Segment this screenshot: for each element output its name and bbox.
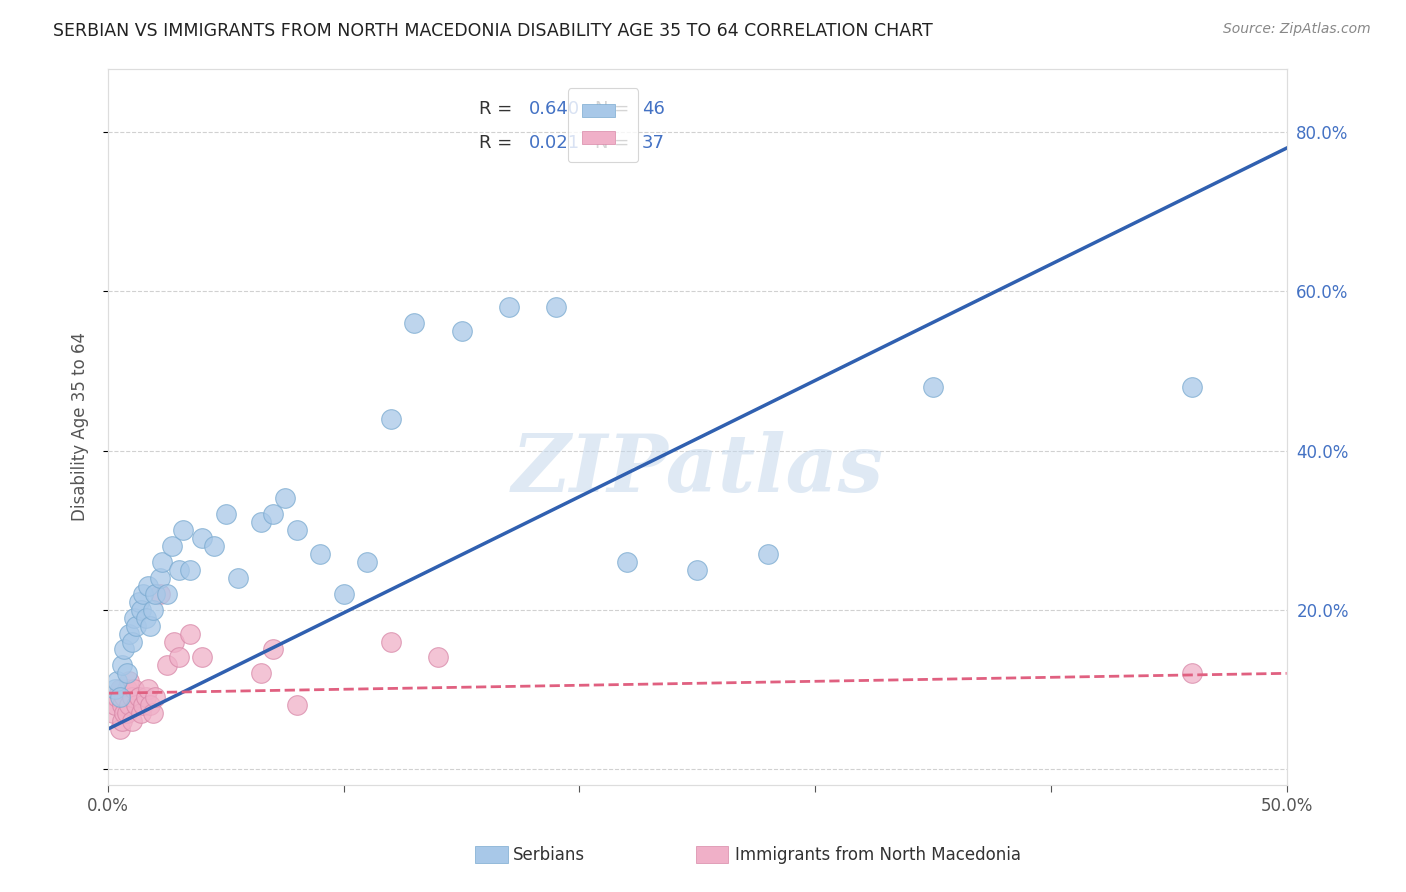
Point bbox=[191, 650, 214, 665]
Text: 46: 46 bbox=[643, 100, 665, 118]
Point bbox=[129, 602, 152, 616]
Point bbox=[427, 650, 450, 665]
Text: 0.021: 0.021 bbox=[529, 134, 579, 152]
Point bbox=[163, 634, 186, 648]
Point bbox=[118, 674, 141, 689]
Point bbox=[179, 626, 201, 640]
Point bbox=[121, 634, 143, 648]
Point bbox=[498, 300, 520, 314]
Point bbox=[332, 587, 354, 601]
Point bbox=[132, 698, 155, 713]
Point bbox=[114, 706, 136, 720]
Point bbox=[250, 515, 273, 529]
Point bbox=[135, 690, 157, 705]
Text: ZIPatlas: ZIPatlas bbox=[512, 431, 883, 508]
Point bbox=[285, 523, 308, 537]
Point bbox=[128, 595, 150, 609]
Point bbox=[274, 491, 297, 506]
Point bbox=[380, 411, 402, 425]
Text: Immigrants from North Macedonia: Immigrants from North Macedonia bbox=[735, 846, 1021, 863]
Point bbox=[111, 698, 134, 713]
Point bbox=[1181, 666, 1204, 681]
Point bbox=[108, 722, 131, 736]
Point bbox=[202, 539, 225, 553]
Text: 0.640: 0.640 bbox=[529, 100, 579, 118]
Point bbox=[121, 690, 143, 705]
Point bbox=[107, 674, 129, 689]
Point bbox=[118, 626, 141, 640]
Point bbox=[125, 618, 148, 632]
Point bbox=[262, 507, 284, 521]
Point bbox=[156, 587, 179, 601]
Text: SERBIAN VS IMMIGRANTS FROM NORTH MACEDONIA DISABILITY AGE 35 TO 64 CORRELATION C: SERBIAN VS IMMIGRANTS FROM NORTH MACEDON… bbox=[53, 22, 934, 40]
Point bbox=[191, 531, 214, 545]
Point bbox=[215, 507, 238, 521]
Point bbox=[149, 571, 172, 585]
Point bbox=[128, 690, 150, 705]
Point bbox=[125, 698, 148, 713]
Point bbox=[150, 555, 173, 569]
Point bbox=[262, 642, 284, 657]
Point bbox=[108, 690, 131, 705]
Point bbox=[544, 300, 567, 314]
Point bbox=[121, 714, 143, 728]
Point bbox=[122, 610, 145, 624]
Point bbox=[139, 698, 162, 713]
Point bbox=[111, 658, 134, 673]
Point bbox=[114, 690, 136, 705]
Point bbox=[450, 324, 472, 338]
Point bbox=[143, 587, 166, 601]
Text: N =: N = bbox=[595, 100, 628, 118]
Point bbox=[167, 563, 190, 577]
Point bbox=[616, 555, 638, 569]
Point bbox=[136, 682, 159, 697]
Point bbox=[404, 316, 426, 330]
Point bbox=[104, 682, 127, 697]
Point bbox=[1181, 380, 1204, 394]
Point bbox=[172, 523, 194, 537]
Point bbox=[115, 682, 138, 697]
Point bbox=[135, 610, 157, 624]
Point bbox=[179, 563, 201, 577]
Point bbox=[101, 706, 124, 720]
Point bbox=[142, 602, 165, 616]
Point bbox=[129, 706, 152, 720]
Point bbox=[108, 682, 131, 697]
Point bbox=[380, 634, 402, 648]
Y-axis label: Disability Age 35 to 64: Disability Age 35 to 64 bbox=[72, 332, 89, 521]
Text: Source: ZipAtlas.com: Source: ZipAtlas.com bbox=[1223, 22, 1371, 37]
Point bbox=[922, 380, 945, 394]
Point bbox=[111, 714, 134, 728]
Point bbox=[115, 706, 138, 720]
Point bbox=[156, 658, 179, 673]
Text: 37: 37 bbox=[643, 134, 665, 152]
Point bbox=[309, 547, 332, 561]
Point bbox=[167, 650, 190, 665]
Point bbox=[285, 698, 308, 713]
Point bbox=[160, 539, 183, 553]
Point bbox=[104, 698, 127, 713]
Point bbox=[115, 666, 138, 681]
Text: N =: N = bbox=[595, 134, 628, 152]
Point bbox=[142, 706, 165, 720]
Point bbox=[107, 690, 129, 705]
Point bbox=[122, 682, 145, 697]
Point bbox=[139, 618, 162, 632]
Point bbox=[756, 547, 779, 561]
Point bbox=[143, 690, 166, 705]
Point bbox=[226, 571, 249, 585]
Legend: , : , bbox=[568, 88, 638, 162]
Point bbox=[136, 579, 159, 593]
Point bbox=[356, 555, 378, 569]
Point bbox=[118, 698, 141, 713]
Point bbox=[114, 642, 136, 657]
Point bbox=[132, 587, 155, 601]
Text: Serbians: Serbians bbox=[513, 846, 585, 863]
Text: R =: R = bbox=[479, 100, 513, 118]
Point bbox=[250, 666, 273, 681]
Point bbox=[686, 563, 709, 577]
Text: R =: R = bbox=[479, 134, 513, 152]
Point bbox=[149, 587, 172, 601]
